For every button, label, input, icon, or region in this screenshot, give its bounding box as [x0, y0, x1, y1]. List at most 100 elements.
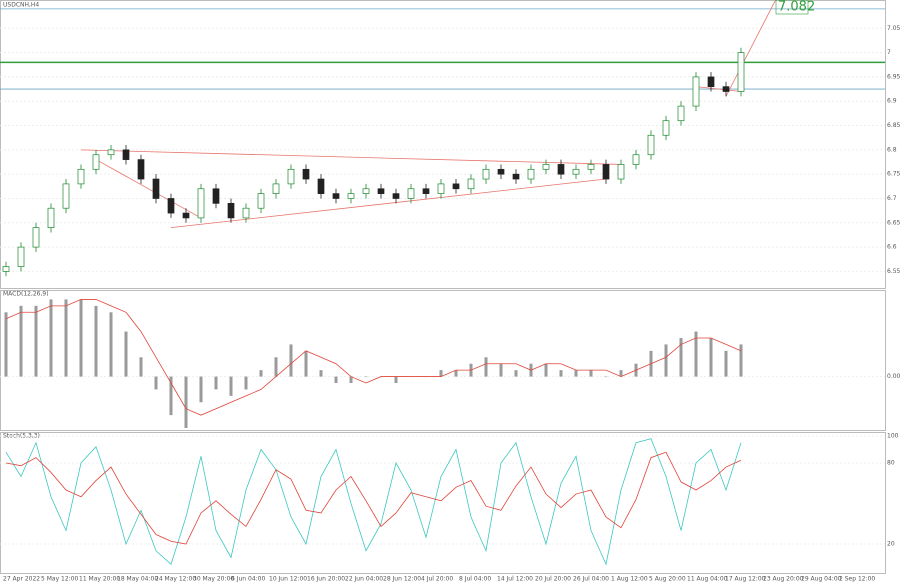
- x-tick-label: 4 Jul 20:00: [421, 576, 453, 583]
- macd-panel: [0, 290, 886, 431]
- candle-body: [332, 193, 340, 199]
- candle-body: [632, 154, 640, 165]
- trend-line: [80, 149, 622, 165]
- trend-line: [170, 178, 607, 229]
- macd-bar: [169, 376, 173, 416]
- trend-line: [725, 0, 777, 97]
- y-tick-label: 6.6: [887, 244, 897, 251]
- y-tick-label: 0.00: [887, 373, 900, 380]
- macd-bar: [214, 376, 218, 390]
- candle-body: [347, 193, 355, 199]
- macd-bar: [319, 370, 323, 377]
- candle-body: [377, 188, 385, 194]
- stoch-line: [5, 438, 742, 566]
- y-tick-label: 7: [887, 49, 891, 56]
- candle-body: [497, 168, 505, 175]
- macd-bar: [19, 305, 23, 377]
- macd-bar: [499, 363, 503, 377]
- candle-body: [362, 188, 370, 194]
- candle-body: [602, 164, 610, 180]
- macd-bar: [679, 338, 683, 377]
- x-tick-label: 16 Jun 20:00: [307, 576, 345, 583]
- x-tick-label: 11 May 20:00: [79, 576, 120, 583]
- x-tick-label: 5 May 12:00: [41, 576, 79, 583]
- candle-body: [557, 164, 565, 175]
- candle-body: [572, 168, 580, 175]
- x-tick-label: 1 Aug 12:00: [611, 576, 648, 583]
- candle-body: [482, 168, 490, 180]
- x-tick-label: 24 May 12:00: [155, 576, 196, 583]
- x-tick-label: 11 Aug 04:00: [687, 576, 728, 583]
- candle-body: [77, 168, 85, 185]
- candle-body: [287, 168, 295, 185]
- stoch-panel: [0, 432, 886, 574]
- macd-bar: [259, 370, 263, 377]
- candle-body: [137, 159, 145, 180]
- y-tick-label: 20: [887, 541, 895, 548]
- y-tick-label: 6.95: [887, 73, 900, 80]
- macd-bar: [394, 376, 398, 383]
- candle-body: [227, 202, 235, 219]
- x-tick-label: 5 Aug 20:00: [649, 576, 686, 583]
- x-tick-label: 30 May 20:00: [193, 576, 234, 583]
- macd-bar: [454, 370, 458, 377]
- y-tick-label: 100: [887, 433, 899, 440]
- macd-bar: [604, 376, 608, 378]
- macd-bar: [364, 376, 368, 378]
- x-tick-label: 28 Jun 12:00: [383, 576, 421, 583]
- candle-body: [692, 76, 700, 107]
- macd-bar: [694, 331, 698, 377]
- macd-bar: [34, 305, 38, 377]
- macd-bar: [484, 357, 488, 377]
- x-tick-label: 14 Jul 12:00: [497, 576, 533, 583]
- macd-bar: [64, 299, 68, 377]
- candle-body: [542, 164, 550, 170]
- macd-bar: [229, 376, 233, 396]
- candle-body: [2, 266, 10, 272]
- candle-body: [302, 168, 310, 180]
- candle-body: [587, 164, 595, 170]
- candle-body: [662, 120, 670, 136]
- macd-bar: [439, 370, 443, 377]
- candle-body: [737, 52, 745, 92]
- candle-body: [677, 105, 685, 122]
- y-tick-label: 6.8: [887, 146, 897, 153]
- candle-body: [47, 207, 55, 229]
- candle-body: [467, 178, 475, 190]
- trend-line: [95, 159, 202, 219]
- price-title: USDCNH,H4: [3, 2, 39, 9]
- candle-body: [407, 188, 415, 199]
- price-panel: [0, 0, 886, 289]
- candle-body: [317, 178, 325, 194]
- candle-body: [392, 193, 400, 199]
- macd-bar: [109, 312, 113, 377]
- macd-bar: [574, 370, 578, 377]
- x-tick-label: 2 Sep 12:00: [839, 576, 875, 583]
- candle-body: [257, 193, 265, 209]
- x-tick-label: 8 Jul 04:00: [459, 576, 491, 583]
- y-tick-label: 6.65: [887, 219, 900, 226]
- x-tick-label: 17 Aug 12:00: [725, 576, 766, 583]
- candle-body: [182, 212, 190, 219]
- macd-bar: [289, 344, 293, 377]
- x-tick-label: 22 Jun 04:00: [345, 576, 383, 583]
- y-tick-label: 6.85: [887, 122, 900, 129]
- trend-line: [695, 86, 742, 92]
- x-tick-label: 20 Jul 20:00: [535, 576, 571, 583]
- macd-bar: [724, 350, 728, 377]
- signal-line: [5, 299, 742, 416]
- macd-bar: [589, 370, 593, 377]
- x-tick-label: 23 Aug 20:00: [763, 576, 804, 583]
- macd-bar: [739, 344, 743, 377]
- candle-body: [617, 164, 625, 180]
- macd-bar: [334, 376, 338, 383]
- macd-bar: [154, 376, 158, 390]
- macd-bar: [124, 331, 128, 377]
- candle-body: [152, 178, 160, 199]
- candle-body: [17, 246, 25, 267]
- x-tick-label: 18 May 04:00: [117, 576, 158, 583]
- macd-bar: [139, 357, 143, 377]
- y-tick-label: 6.55: [887, 268, 900, 275]
